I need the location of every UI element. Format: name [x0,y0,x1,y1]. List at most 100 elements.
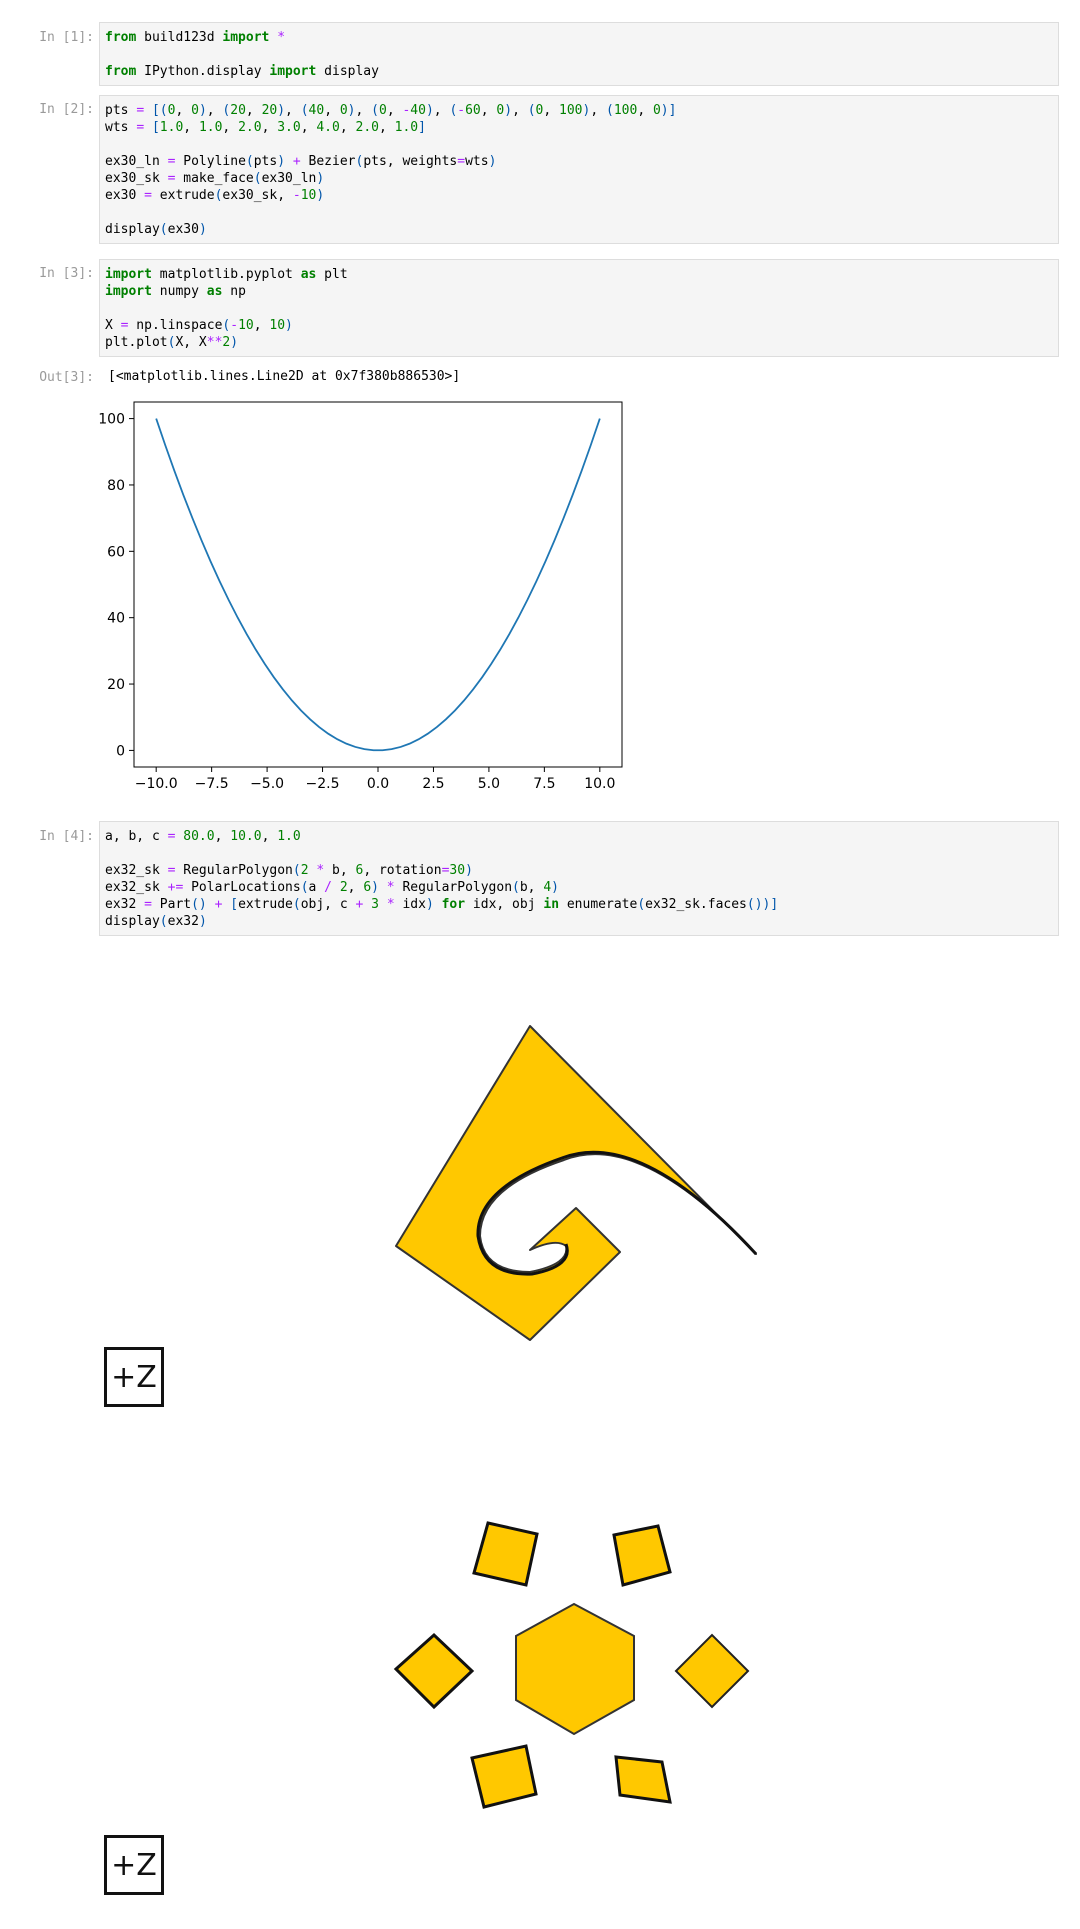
code-token: 0 [378,103,387,118]
code-token: 3.0 [277,120,301,135]
code-token: * [386,880,395,895]
ex32-3d-view[interactable] [380,1505,780,1835]
code-token: pts [105,103,137,118]
code-token: ex30_ln [105,154,168,169]
ex32-square [472,1521,539,1587]
code-token: = [167,863,176,878]
code-token: from [105,30,137,45]
x-tick-label: −10.0 [135,776,178,792]
code-token [363,897,371,912]
code-token: 100 [613,103,638,118]
code-token: + [214,897,223,912]
code-token: PolarLocations [183,880,301,895]
axis-z-widget[interactable]: +Z [104,1347,164,1407]
code-token: , [261,829,278,844]
code-token: as [206,284,223,299]
code-token: wts [465,154,489,169]
code-token: 80.0 [183,829,215,844]
code-token: for [441,897,466,912]
code-token: Polyline [175,154,246,169]
code-token: , [300,120,317,135]
ex32-square [470,1744,538,1809]
code-token: pts, weights [363,154,458,169]
ex30-inner-edge [476,1150,758,1276]
code-token: np [222,284,246,299]
code-token: make_face [175,171,254,186]
y-tick-label: 80 [107,478,125,494]
code-token: 20 [261,103,278,118]
code-cell-2[interactable]: pts = [(0, 0), (20, 20), (40, 0), (0, -4… [99,95,1059,244]
ex30-shape [395,1025,757,1341]
code-token: obj, c [300,897,356,912]
code-token [332,880,340,895]
code-line [105,204,1053,221]
code-token: ex32_sk [105,880,168,895]
code-token: 10.0 [230,829,262,844]
code-token: 0 [339,103,348,118]
ex32-square [614,1755,672,1804]
code-token: , [183,120,199,135]
code-token: = [441,863,450,878]
ex32-square [612,1524,672,1587]
code-token: ( [292,897,301,912]
code-token: 2.0 [355,120,379,135]
code-token: a [308,880,325,895]
code-token: , [590,103,606,118]
code-token: Part [151,897,192,912]
code-line: ex32 = Part() + [extrude(obj, c + 3 * id… [105,896,1053,913]
code-token: 20 [230,103,246,118]
code-token: 6 [363,880,372,895]
out-3-prompt: Out[3]: [39,370,94,385]
code-token: , [355,103,372,118]
code-line: plt.plot(X, X**2) [105,334,1053,351]
code-token: ex32 [167,914,199,929]
code-token: * [386,897,395,912]
code-cell-4[interactable]: a, b, c = 80.0, 10.0, 1.0 ex32_sk = Regul… [99,821,1059,936]
code-line: wts = [1.0, 1.0, 2.0, 3.0, 4.0, 2.0, 1.0… [105,119,1053,136]
code-token: = [167,829,176,844]
code-token: RegularPolygon [394,880,513,895]
code-token: ( [355,154,364,169]
code-token: wts [105,120,137,135]
code-token: ex32_sk [105,863,168,878]
code-token: = [167,154,176,169]
code-token: - [292,188,301,203]
code-line: ex30 = extrude(ex30_sk, -10) [105,187,1053,204]
x-tick-label: −7.5 [195,776,229,792]
code-token: - [230,318,239,333]
code-token: 2 [300,863,309,878]
x-tick-label: 5.0 [478,776,500,792]
ex30-3d-view[interactable] [380,1010,780,1350]
code-token: np.linspace [128,318,223,333]
code-token [434,897,442,912]
code-token: ) [347,103,356,118]
y-tick-label: 20 [107,677,125,693]
code-cell-3[interactable]: import matplotlib.pyplot as plt import nu… [99,259,1059,357]
code-token: 60 [465,103,481,118]
code-cell-1[interactable]: from build123d import * from IPython.disp… [99,22,1059,86]
code-token: ( [527,103,536,118]
code-token: ( [159,914,168,929]
code-token: ) [277,103,286,118]
code-line: from IPython.display import display [105,63,1053,80]
x-tick-label: −2.5 [306,776,340,792]
code-token: , [386,103,403,118]
code-token: ) [277,154,286,169]
code-token: RegularPolygon [175,863,293,878]
code-token: * [316,863,325,878]
code-token: numpy [151,284,207,299]
code-token: 0 [191,103,199,118]
code-token: plt.plot [105,335,168,350]
code-token: 2 [222,335,231,350]
code-token: , [253,318,270,333]
axis-z-widget[interactable]: +Z [104,1835,164,1895]
code-token: 10 [300,188,317,203]
code-token: ( [245,154,254,169]
code-token: 10 [269,318,286,333]
code-token: ())] [746,897,779,912]
code-token: ex30_sk, [222,188,293,203]
code-token: = [457,154,466,169]
code-token [379,897,387,912]
code-line: a, b, c = 80.0, 10.0, 1.0 [105,828,1053,845]
code-token: , [480,103,497,118]
